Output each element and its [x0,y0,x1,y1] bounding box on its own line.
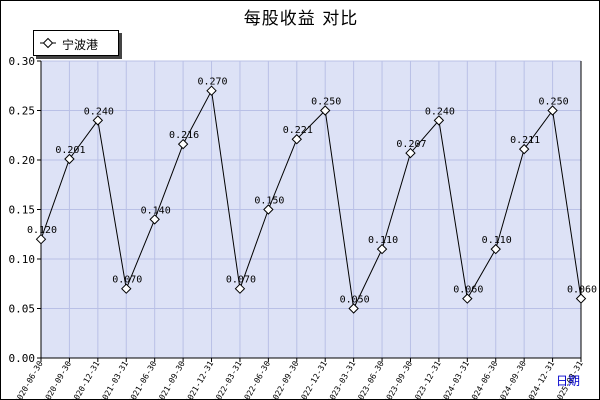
data-label: 0.211 [510,135,540,146]
data-label: 0.050 [340,295,370,306]
x-axis-tick-label: 2023-09-30 [382,359,414,399]
data-label: 0.221 [283,125,313,136]
data-point-marker [177,138,189,150]
x-axis-tick-label: 2020-09-30 [41,359,73,399]
data-labels: 0.120 0.201 0.240 0.070 0.140 0.216 0.270 0.070… [27,77,597,306]
x-axis-tick-label: 2022-09-30 [269,359,301,399]
data-point-marker [35,233,47,245]
data-point-marker [433,115,445,126]
data-point-marker [234,283,246,294]
x-axis-tick-label: 2020-12-31 [70,359,102,399]
data-point-marker [518,143,530,155]
data-label: 0.240 [84,106,114,117]
legend: 宁波港 [33,30,119,56]
x-axis-tick-label: 2021-06-30 [127,359,159,399]
data-label: 0.250 [539,97,569,108]
data-point-marker [575,293,587,304]
data-label: 0.110 [482,235,512,246]
data-point-marker [92,115,104,126]
data-point-marker [206,85,217,96]
x-axis-tick-label: 2021-03-31 [98,359,130,399]
data-label: 0.207 [396,139,426,150]
data-label: 0.060 [567,285,597,296]
x-axis-tick-label: 2024-12-31 [524,359,556,399]
y-axis-tick-label: 0.10 [9,253,36,266]
chart-title: 每股收益 对比 [243,9,359,29]
y-axis-tick-label: 0.25 [9,105,36,118]
data-point-marker [547,105,558,116]
data-label: 0.070 [112,275,142,286]
data-point-marker [462,293,473,304]
data-point-marker [263,204,274,215]
data-point-marker [320,105,331,116]
x-axis-tick-label: 2024-06-30 [468,359,500,399]
legend-marker-icon [40,37,56,49]
x-axis-tick-label: 2022-06-30 [240,359,272,399]
y-axis-tick-label: 0.15 [9,204,36,217]
data-point-marker [490,243,501,255]
legend-label: 宁波港 [62,38,99,52]
x-axis-tick-label: 2021-12-31 [183,359,215,399]
data-label: 0.201 [55,145,85,156]
x-axis-tick-labels: 2020-06-302020-09-302020-12-312021-03-31… [13,358,585,399]
data-label: 0.060 [453,285,483,296]
data-point-marker [121,283,132,294]
x-axis-tick-label: 2021-09-30 [155,359,187,399]
data-label: 0.240 [425,106,455,117]
data-label: 0.216 [169,130,199,141]
series-line-path [40,89,582,311]
x-axis-tick-label: 2022-03-31 [212,359,244,399]
x-axis-tick-label: 2020-06-30 [13,359,45,399]
x-axis-tick-label: 2024-03-31 [439,359,471,399]
data-label: 0.140 [141,205,171,216]
data-label: 0.270 [197,77,227,88]
y-axis-tick-label: 0.05 [9,303,36,316]
data-label: 0.250 [311,97,341,108]
y-axis-tick-label: 0.20 [9,154,36,167]
x-axis-tick-label: 2022-12-31 [297,359,329,399]
y-axis-tick-label: 0.30 [9,55,36,68]
x-axis-tick-label: 2024-09-30 [496,359,528,399]
data-point-marker [348,303,359,314]
data-point-marker [405,147,416,159]
y-axis-tick-label: 0.00 [9,352,36,365]
data-point-marker [291,134,302,145]
data-point-marker [149,214,160,225]
data-label: 0.110 [368,235,398,246]
x-axis-tick-label: 2023-12-31 [411,359,443,399]
y-axis-tick-labels: 0.00 0.05 0.10 0.15 0.20 0.25 0.30 [9,55,41,365]
data-label: 0.150 [254,196,284,207]
x-axis-tick-label: 2023-06-30 [354,359,386,399]
data-points [35,85,587,314]
x-axis-tick-label: 2023-03-31 [325,359,357,399]
series-line [40,89,582,311]
x-axis-title: 日期 [556,374,580,388]
data-label: 0.120 [27,225,57,236]
data-label: 0.070 [226,275,256,286]
data-point-marker [376,243,388,255]
data-point-marker [64,153,75,165]
